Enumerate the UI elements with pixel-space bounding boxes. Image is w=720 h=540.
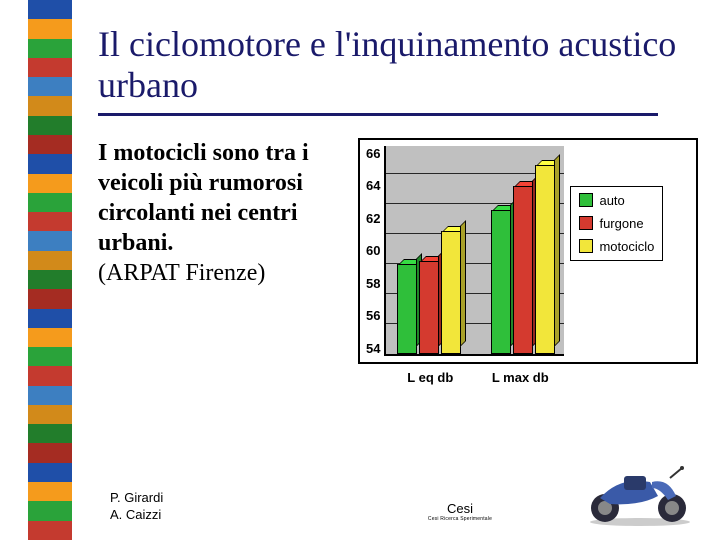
legend-swatch [579,216,593,230]
description-block: I motocicli sono tra i veicoli più rumor… [98,138,348,288]
legend-label: auto [599,193,624,208]
legend-swatch [579,239,593,253]
bar-auto-0 [397,264,417,354]
author-2: A. Caizzi [110,507,163,524]
x-tick-label: L eq db [407,370,453,385]
bar-furgone-0 [419,261,439,354]
chart-container: 66 64 62 60 58 56 54 auto furgone motociclo L eq… [358,138,698,385]
body-row: I motocicli sono tra i veicoli più rumor… [98,138,698,385]
bar-motociclo-0 [441,231,461,354]
legend-swatch [579,193,593,207]
legend: auto furgone motociclo [570,186,663,261]
slide-content: Il ciclomotore e l'inquinamento acustico… [98,24,698,385]
y-tick-label: 62 [366,211,380,226]
bar-auto-1 [491,210,511,354]
bar-motociclo-1 [535,165,555,354]
legend-label: furgone [599,216,643,231]
y-tick-label: 64 [366,178,380,193]
org-name: Cesi [360,501,560,516]
legend-item-auto: auto [579,193,654,208]
y-tick-label: 66 [366,146,380,161]
y-tick-label: 54 [366,341,380,356]
x-axis-labels: L eq db L max db [388,370,568,385]
y-tick-label: 56 [366,308,380,323]
y-tick-label: 60 [366,243,380,258]
legend-item-furgone: furgone [579,216,654,231]
x-tick-label: L max db [492,370,549,385]
description-source: (ARPAT Firenze) [98,260,265,286]
bar-furgone-1 [513,186,533,354]
page-title: Il ciclomotore e l'inquinamento acustico… [98,24,698,107]
scooter-icon [580,448,700,528]
author-1: P. Girardi [110,490,163,507]
footer-org: Cesi Cesi Ricerca Sperimentale [360,501,560,522]
description-text: I motocicli sono tra i veicoli più rumor… [98,140,309,256]
title-underline [98,113,658,116]
legend-label: motociclo [599,239,654,254]
legend-item-motociclo: motociclo [579,239,654,254]
y-tick-label: 58 [366,276,380,291]
bar-chart: 66 64 62 60 58 56 54 auto furgone motociclo [358,138,698,364]
y-axis: 66 64 62 60 58 56 54 [366,146,384,356]
decorative-side-stripes [28,0,72,540]
plot-area [384,146,564,356]
org-subtitle: Cesi Ricerca Sperimentale [360,516,560,522]
footer-authors: P. Girardi A. Caizzi [110,490,163,524]
